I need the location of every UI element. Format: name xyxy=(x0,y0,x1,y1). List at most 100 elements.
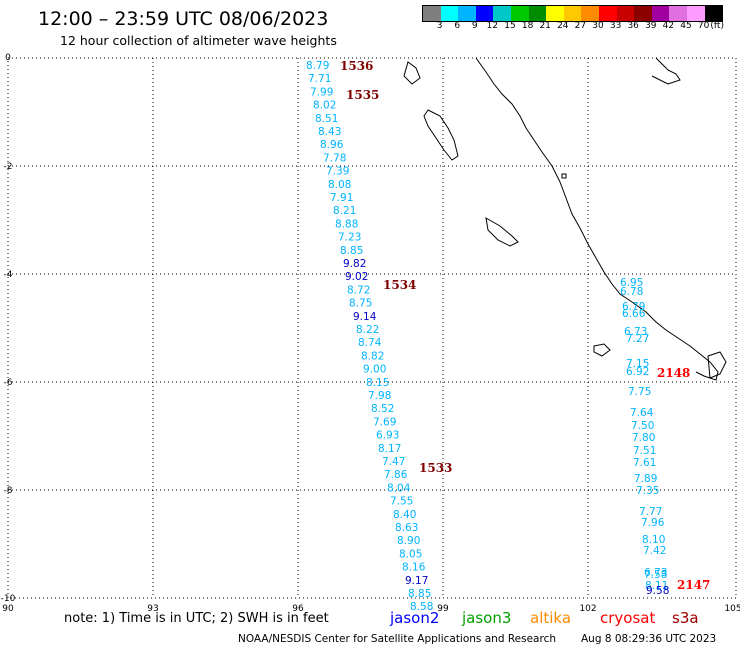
west-track-value: 8.02 xyxy=(313,100,336,112)
x-tick-label: 93 xyxy=(147,604,158,614)
color-swatch xyxy=(458,6,476,21)
color-swatch xyxy=(598,6,617,21)
west-track-value: 6.93 xyxy=(376,430,399,442)
color-swatch xyxy=(510,6,529,21)
pass-time-label: 2148 xyxy=(657,366,690,380)
west-track-value: 8.85 xyxy=(408,588,431,600)
x-tick-label: 102 xyxy=(579,604,596,614)
west-track-value: 8.15 xyxy=(366,377,389,389)
east-track-values: 6.956.786.796.666.737.277.156.927.757.64… xyxy=(620,277,669,597)
page-title: 12:00 – 23:59 UTC 08/06/2023 xyxy=(38,8,329,30)
color-scale-label: 21 xyxy=(539,21,551,31)
west-track-value: 7.69 xyxy=(373,416,396,428)
west-track-value: 8.63 xyxy=(395,522,418,534)
color-scale-label: 39 xyxy=(645,21,657,31)
footer-note: note: 1) Time is in UTC; 2) SWH is in fe… xyxy=(64,611,329,626)
west-track-value: 8.75 xyxy=(349,298,372,310)
west-track-value: 9.14 xyxy=(353,311,377,323)
west-track-value: 8.21 xyxy=(333,205,356,217)
y-tick-label: -10 xyxy=(1,594,16,604)
map-grid xyxy=(8,58,736,598)
west-track-value: 7.55 xyxy=(390,496,413,508)
map-frame xyxy=(7,57,737,599)
east-track-value: 7.61 xyxy=(633,457,656,469)
west-track-value: 8.82 xyxy=(361,350,384,362)
pass-time-label: 1534 xyxy=(383,278,416,292)
west-track-value: 8.79 xyxy=(306,60,329,72)
east-track-value: 6.78 xyxy=(620,286,643,298)
west-track-value: 7.47 xyxy=(382,456,405,468)
color-scale-label: 36 xyxy=(627,21,639,31)
x-tick-label: 90 xyxy=(2,604,14,614)
west-track-value: 8.17 xyxy=(378,443,401,455)
west-track-value: 7.91 xyxy=(330,192,353,204)
east-track-value: 7.89 xyxy=(634,473,657,485)
west-track-value: 8.88 xyxy=(335,218,358,230)
small-island-2 xyxy=(707,351,727,379)
color-swatch xyxy=(634,6,652,21)
color-swatch xyxy=(528,6,547,21)
west-track-value: 8.05 xyxy=(399,548,422,560)
east-track-value: 7.27 xyxy=(626,333,649,345)
siberut-island xyxy=(485,217,519,247)
y-tick-label: -2 xyxy=(4,162,13,172)
simeulue-island xyxy=(403,61,421,85)
west-track-value: 9.00 xyxy=(363,364,386,376)
x-tick-label: 99 xyxy=(437,604,449,614)
west-track-value: 9.17 xyxy=(405,575,428,587)
x-tick-label: 96 xyxy=(292,604,304,614)
color-scale-label: 6 xyxy=(454,21,461,31)
west-track-value: 8.85 xyxy=(340,245,363,257)
y-tick-label: -6 xyxy=(4,378,13,388)
islet xyxy=(561,173,567,179)
pass-time-label: 1535 xyxy=(346,88,379,102)
east-track-value: 7.51 xyxy=(633,445,656,457)
east-track-value: 7.64 xyxy=(630,407,654,419)
small-island-1 xyxy=(593,343,611,357)
wave-height-color-scale xyxy=(422,5,724,22)
west-track-value: 9.02 xyxy=(345,271,368,283)
east-track-value: 7.42 xyxy=(643,545,666,557)
color-scale-label: 18 xyxy=(521,21,534,31)
west-track-value: 8.04 xyxy=(387,482,411,494)
west-track-value: 8.22 xyxy=(356,324,379,336)
color-swatch xyxy=(475,6,494,21)
east-track-value: 6.95 xyxy=(620,277,643,289)
west-track-value: 7.39 xyxy=(326,166,349,178)
color-scale-label: 24 xyxy=(557,21,569,31)
x-tick-label: 105 xyxy=(724,604,740,614)
east-track-value: 8.11 xyxy=(645,580,668,592)
color-scale-label: 15 xyxy=(504,21,516,31)
east-track-value: 7.80 xyxy=(632,432,655,444)
coastline xyxy=(403,57,727,381)
axis-tick-labels: 90 93 96 99 102 105 0 -2 -4 -6 -8 -10 xyxy=(1,53,740,614)
west-track-value: 8.16 xyxy=(402,562,426,574)
generated-timestamp: Aug 8 08:29:36 UTC 2023 xyxy=(581,633,717,645)
west-track-value: 8.58 xyxy=(410,601,433,613)
pass-time-label: 1536 xyxy=(340,59,373,73)
east-track-value: 6.73 xyxy=(644,567,667,579)
east-track-value: 6.92 xyxy=(626,366,649,378)
satellite-legend-item: cryosat xyxy=(600,609,656,627)
west-track-value: 8.08 xyxy=(328,179,351,191)
east-track-value: 7.75 xyxy=(628,386,651,398)
color-swatch xyxy=(651,6,670,21)
color-scale-label: 45 xyxy=(680,21,692,31)
east-track-value: 6.66 xyxy=(622,308,646,320)
color-scale-label: 42 xyxy=(662,21,675,31)
west-track-value: 8.72 xyxy=(347,284,370,296)
west-track-values: 8.797.717.99 8.028.518.438.967.78 7.398.08… xyxy=(306,60,433,613)
east-track-value: 7.50 xyxy=(631,420,654,432)
color-scale-label: 33 xyxy=(609,21,622,31)
east-track-value: 6.73 xyxy=(624,326,647,338)
west-track-value: 8.74 xyxy=(358,337,382,349)
east-track-value: 8.10 xyxy=(642,534,665,546)
nias-island xyxy=(423,109,459,161)
pass-time-label: 1533 xyxy=(419,461,452,475)
color-swatch xyxy=(423,6,441,21)
west-track-value: 8.96 xyxy=(320,139,344,151)
sumatra-coast xyxy=(475,57,719,381)
y-tick-label: 0 xyxy=(5,53,11,63)
color-swatch xyxy=(686,6,705,21)
